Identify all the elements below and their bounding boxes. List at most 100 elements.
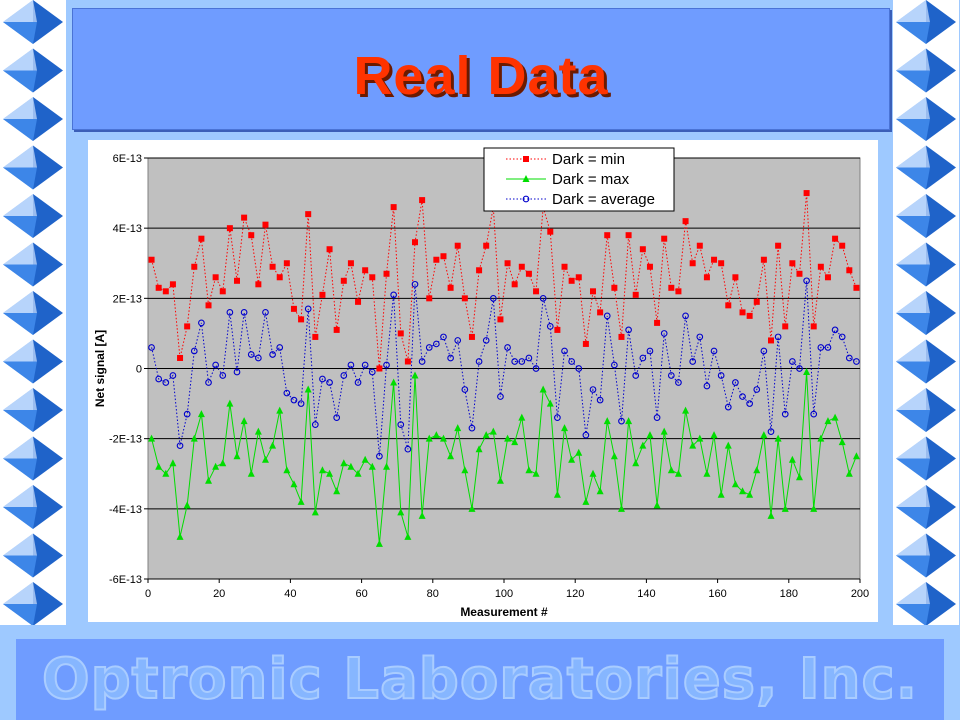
blue-pyramid-icon <box>3 339 63 384</box>
data-point <box>739 393 746 400</box>
data-point <box>205 302 212 309</box>
data-point <box>362 267 369 274</box>
data-point <box>262 309 269 316</box>
data-point <box>546 399 554 407</box>
data-point <box>269 441 277 449</box>
data-point <box>852 452 860 460</box>
data-point <box>568 277 575 284</box>
data-point <box>191 263 198 270</box>
data-point <box>368 368 376 376</box>
data-point <box>383 462 391 470</box>
data-point <box>276 274 283 281</box>
y-tick-label: 0 <box>136 364 142 376</box>
series-dark-min <box>148 190 860 372</box>
data-point <box>276 406 284 414</box>
data-point <box>404 445 412 453</box>
data-point <box>205 379 212 386</box>
data-point <box>454 424 462 432</box>
data-point <box>198 319 205 327</box>
data-point <box>518 358 526 365</box>
data-point <box>710 431 718 439</box>
x-tick-label: 140 <box>637 588 655 600</box>
data-point <box>333 487 341 495</box>
data-point <box>724 441 732 449</box>
data-point <box>318 466 326 474</box>
blue-pyramid-icon <box>896 48 956 93</box>
data-point <box>433 340 440 348</box>
data-point <box>248 232 255 239</box>
data-point <box>561 263 568 270</box>
x-tick-label: 20 <box>213 588 225 600</box>
data-point <box>440 253 447 260</box>
legend-label: Dark = max <box>552 171 630 188</box>
data-point <box>176 442 184 450</box>
data-point <box>810 323 817 330</box>
data-point <box>646 347 654 355</box>
series-dark-max <box>148 368 860 547</box>
data-point <box>482 431 490 439</box>
data-point <box>625 417 633 425</box>
data-point <box>468 504 476 512</box>
data-point <box>753 386 761 393</box>
data-point <box>419 197 426 204</box>
data-point <box>269 351 276 358</box>
y-tick-label: 6E-13 <box>113 153 142 165</box>
legend-marker <box>522 195 530 203</box>
data-point <box>290 305 297 312</box>
data-point <box>319 375 326 383</box>
data-point <box>262 221 269 228</box>
data-point <box>789 358 796 365</box>
y-tick-label: -6E-13 <box>109 574 142 586</box>
data-point <box>746 400 753 407</box>
data-point <box>717 490 725 498</box>
data-point <box>845 469 853 477</box>
data-point <box>561 347 568 355</box>
data-point <box>554 414 561 421</box>
data-point <box>682 218 689 225</box>
legend-label: Dark = average <box>552 191 655 208</box>
data-point <box>653 501 661 509</box>
data-point <box>504 260 511 267</box>
blue-pyramid-icon <box>3 388 63 432</box>
data-point <box>575 448 583 456</box>
x-tick-label: 0 <box>145 588 151 600</box>
data-point <box>340 459 348 467</box>
x-tick-label: 100 <box>495 588 513 600</box>
data-point <box>739 487 747 495</box>
data-point <box>155 375 163 383</box>
slide-title: Real Data <box>353 46 609 106</box>
data-point <box>632 291 639 298</box>
data-point <box>746 490 754 498</box>
data-point <box>475 445 483 453</box>
data-point <box>590 288 596 295</box>
data-point <box>476 267 483 274</box>
data-point <box>412 239 418 246</box>
data-point <box>803 277 810 285</box>
data-point <box>803 190 810 197</box>
data-point <box>667 466 675 474</box>
data-point <box>312 333 319 340</box>
data-point <box>610 452 618 460</box>
data-point <box>589 386 597 393</box>
data-point <box>561 424 569 432</box>
data-point <box>255 281 262 288</box>
blue-pyramid-icon <box>3 145 63 190</box>
data-point <box>240 417 248 425</box>
data-point <box>425 344 433 351</box>
blue-pyramid-icon <box>3 291 63 335</box>
data-point <box>447 354 454 362</box>
data-point <box>674 469 682 477</box>
data-point <box>639 354 647 362</box>
data-point <box>810 410 818 418</box>
data-point <box>333 326 340 333</box>
blue-pyramid-icon <box>896 582 956 625</box>
data-point <box>340 372 348 379</box>
data-point <box>803 368 811 376</box>
data-point <box>582 340 589 347</box>
data-point <box>297 497 305 505</box>
data-point <box>169 459 177 467</box>
data-point <box>788 455 796 463</box>
blue-pyramid-icon <box>896 0 956 44</box>
data-point <box>575 274 582 281</box>
data-point <box>789 260 796 267</box>
